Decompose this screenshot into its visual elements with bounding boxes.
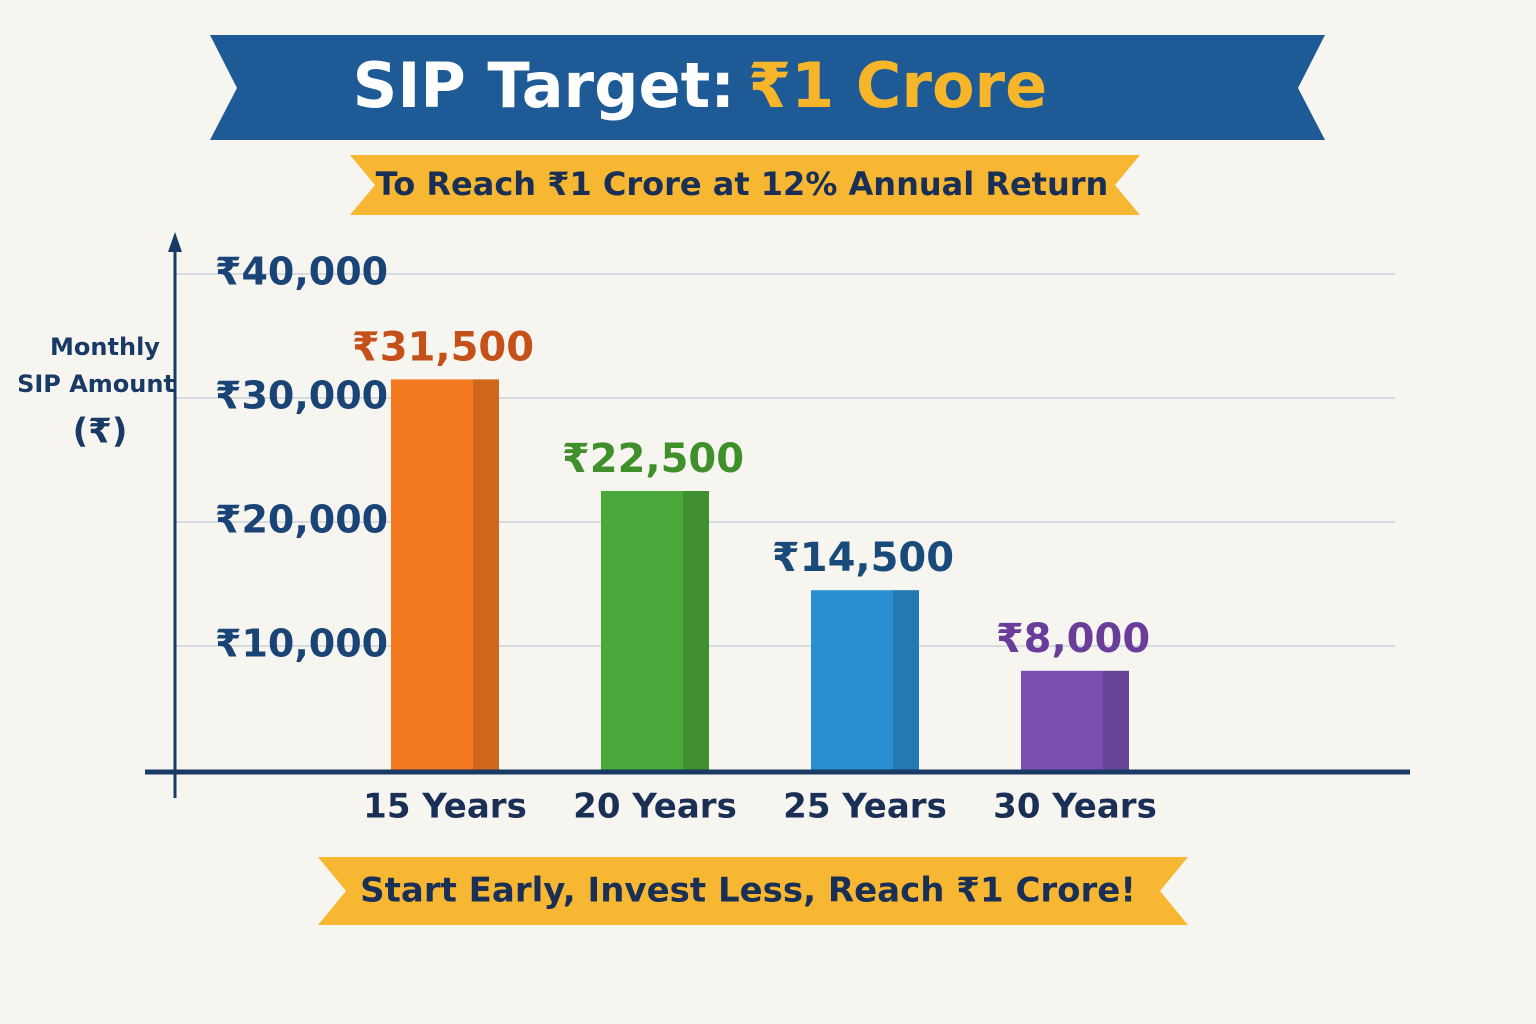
chart-title-highlight: ₹1 Crore <box>748 49 1047 122</box>
x-tick-label: 15 Years <box>363 787 527 827</box>
x-tick-label: 25 Years <box>783 787 947 827</box>
bar <box>601 491 709 770</box>
y-axis-label: SIP Amount <box>17 370 175 398</box>
value-label: ₹22,500 <box>562 436 744 482</box>
y-tick-label: ₹20,000 <box>215 498 388 542</box>
y-axis-label: (₹) <box>73 412 128 452</box>
x-tick-label: 20 Years <box>573 787 737 827</box>
bar-shade <box>473 379 499 770</box>
chart-subtitle: To Reach ₹1 Crore at 12% Annual Return <box>376 165 1109 203</box>
value-label: ₹8,000 <box>996 616 1150 662</box>
bar <box>811 590 919 770</box>
subtitle-banner <box>350 155 1140 215</box>
y-tick-label: ₹10,000 <box>215 622 388 666</box>
y-tick-label: ₹40,000 <box>215 250 388 294</box>
bar-shade <box>893 590 919 770</box>
title-banner <box>210 35 1325 140</box>
plot-area: ₹10,000 ₹20,000 ₹30,000 ₹40,000 15 Years ₹31,… <box>175 250 1395 827</box>
y-axis-label: Monthly <box>50 333 160 361</box>
footer-banner <box>318 857 1188 925</box>
bar-shade <box>1103 670 1129 770</box>
bar <box>1021 670 1129 770</box>
footer-text: Start Early, Invest Less, Reach ₹1 Crore… <box>360 871 1136 911</box>
chart-title: SIP Target: <box>353 49 735 122</box>
y-tick-label: ₹30,000 <box>215 374 388 418</box>
bar <box>391 379 499 770</box>
value-label: ₹14,500 <box>772 535 954 581</box>
bar-shade <box>683 491 709 770</box>
y-axis-arrow <box>168 232 182 252</box>
value-label: ₹31,500 <box>352 324 534 370</box>
x-tick-label: 30 Years <box>993 787 1157 827</box>
